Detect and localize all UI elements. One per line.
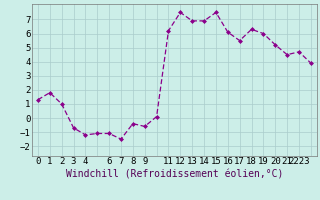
X-axis label: Windchill (Refroidissement éolien,°C): Windchill (Refroidissement éolien,°C) [66,169,283,179]
